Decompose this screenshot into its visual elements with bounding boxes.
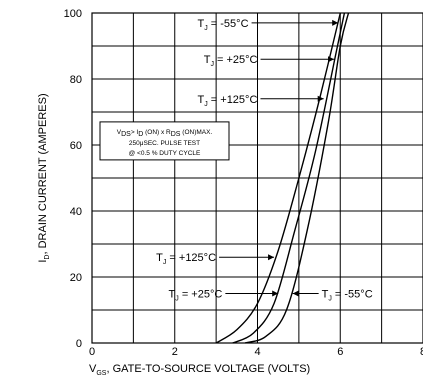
annotation-label: TJ = +25°C [169, 289, 223, 303]
annotation: TJ = -55°C [292, 289, 373, 303]
series-line [232, 12, 346, 344]
y-tick-label: 20 [70, 272, 82, 284]
arrow-head-icon [317, 95, 324, 102]
annotation-label: TJ = -55°C [322, 289, 373, 303]
conditions-line-2: 250μSEC. PULSE TEST [129, 140, 200, 147]
arrow-head-icon [292, 290, 299, 297]
conditions-line-1: VDS> ID (ON) x RDS (ON)MAX. [117, 129, 213, 138]
annotation-label: TJ = +125°C [156, 252, 216, 266]
y-tick-label: 80 [70, 74, 82, 86]
x-axis-label: VGS, GATE-TO-SOURCE VOLTAGE (VOLTS) [89, 363, 310, 377]
conditions-line-3: @ <0.5 % DUTY CYCLE [129, 150, 201, 157]
arrow-head-icon [328, 56, 335, 63]
arrow-head-icon [268, 254, 275, 261]
x-tick-label: 2 [172, 346, 178, 358]
conditions-box: VDS> ID (ON) x RDS (ON)MAX. 250μSEC. PUL… [99, 121, 230, 161]
annotation: TJ = +25°C [169, 289, 279, 303]
annotation: TJ = +25°C [204, 54, 335, 68]
annotation: TJ = +125°C [156, 252, 275, 266]
annotations: TJ = -55°C TJ = +25°C TJ = +125°C TJ = +125… [156, 18, 373, 303]
series-line [244, 12, 350, 344]
annotation-label: TJ = -55°C [198, 18, 249, 32]
annotation: TJ = -55°C [198, 18, 339, 32]
plot-frame [91, 12, 423, 344]
annotation-label: TJ = +125°C [198, 94, 258, 108]
arrow-head-icon [272, 290, 279, 297]
x-tick-label: 4 [254, 346, 260, 358]
tick-labels: 0 20 40 60 80 100 0 2 4 6 8 [64, 8, 423, 358]
x-tick-label: 8 [420, 346, 423, 358]
y-tick-label: 0 [76, 338, 82, 350]
annotation: TJ = +125°C [198, 94, 324, 108]
y-tick-label: 100 [64, 8, 82, 20]
conditions-box-frame [99, 121, 230, 161]
annotation-label: TJ = +25°C [204, 54, 258, 68]
y-tick-label: 40 [70, 206, 82, 218]
x-tick-label: 6 [337, 346, 343, 358]
x-tick-label: 0 [89, 346, 95, 358]
arrow-head-icon [332, 19, 339, 26]
y-axis-label: ID, DRAIN CURRENT (AMPERES) [37, 93, 51, 262]
y-tick-label: 60 [70, 140, 82, 152]
